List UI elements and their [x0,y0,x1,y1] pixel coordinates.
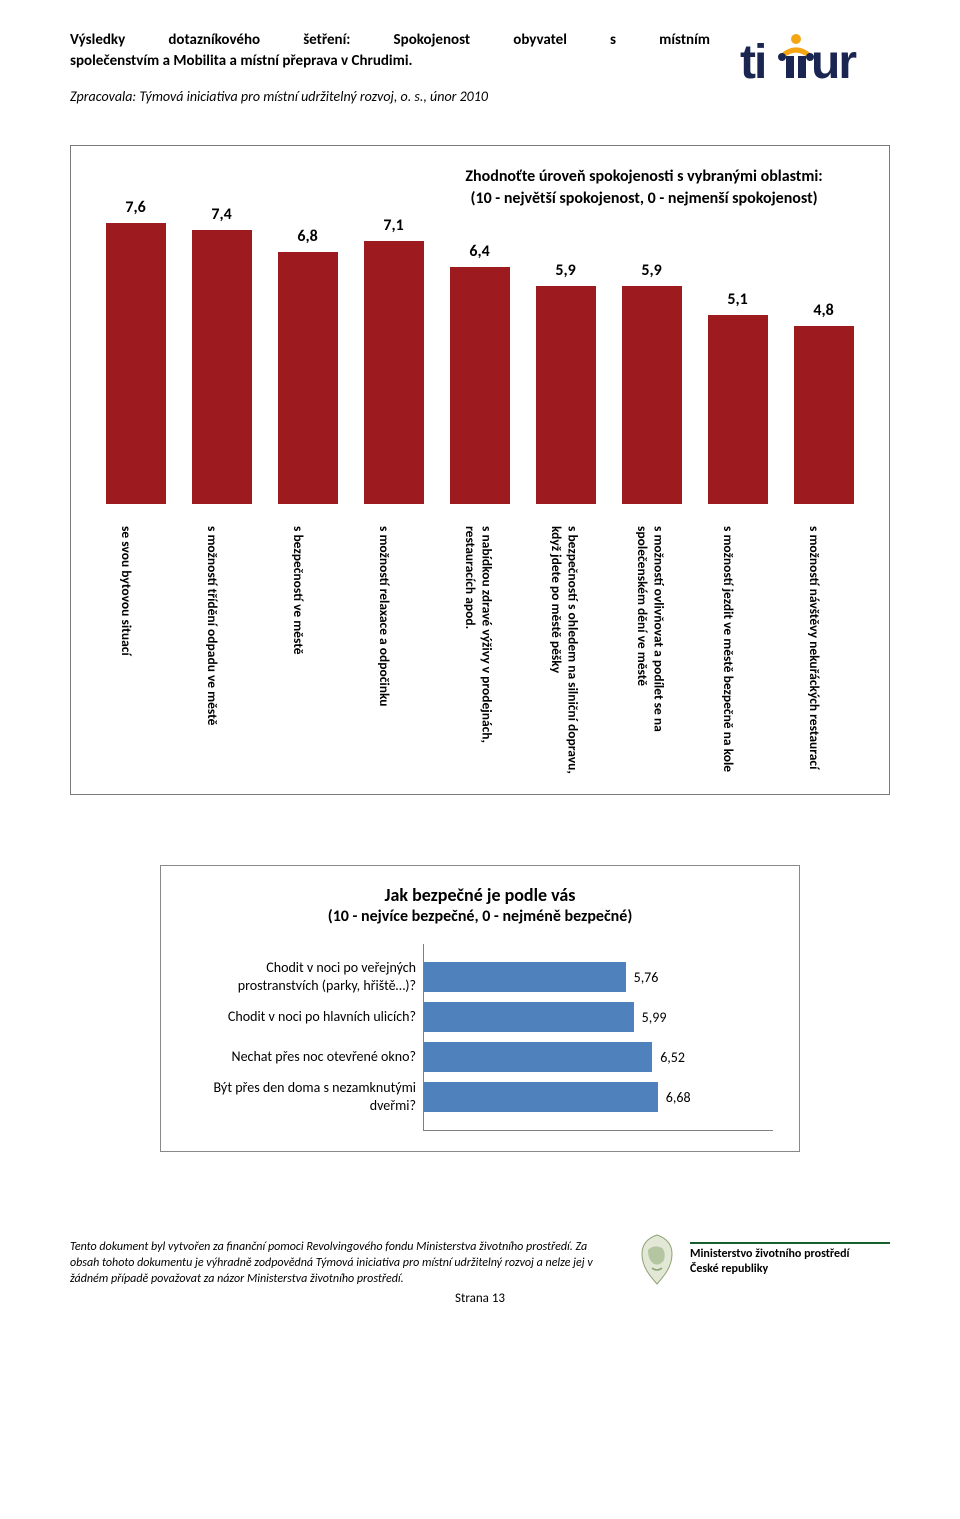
bar-value-label: 7,1 [356,216,431,235]
bar-category-label: s bezpečností ve městě [290,526,306,796]
timur-logo: ti ur [740,30,890,90]
hbar-row: Chodit v noci po veřejných prostranstvíc… [424,962,773,992]
chart2-plot-area: Chodit v noci po veřejných prostranstvíc… [423,944,773,1131]
bar-value-label: 7,4 [184,205,259,224]
bar-col: 7,6 [98,198,173,504]
bar-category-label: s možností relaxace a odpočinku [376,526,392,796]
bar-col: 7,1 [356,216,431,504]
bar-category-label: s možností třídění odpadu ve městě [204,526,220,796]
page-number: Strana 13 [70,1291,890,1306]
chart2-subtitle: (10 - nejvíce bezpečné, 0 - nejméně bezp… [173,907,787,926]
hbar-row: Být přes den doma s nezamknutými dveřmi?… [424,1082,773,1112]
footer-disclaimer: Tento dokument byl vytvořen za finanční … [70,1239,612,1288]
bar-value-label: 6,8 [270,227,345,246]
hbar-rect [424,1082,658,1112]
bar-rect [708,315,768,504]
svg-text:ti: ti [740,36,765,89]
bar-rect [622,286,682,504]
bar-value-label: 5,9 [528,261,603,280]
timur-logo-svg: ti ur [740,30,890,90]
bar-rect [536,286,596,504]
bar-value-label: 4,8 [786,301,861,320]
mzp-text: Ministerstvo životního prostředí České r… [690,1242,890,1278]
bar-col: 5,9 [528,261,603,504]
bar-rect [106,223,166,504]
chart-safety: Jak bezpečné je podle vás (10 - nejvíce … [160,865,800,1152]
bar-value-label: 5,1 [700,290,775,309]
bar-value-label: 6,4 [442,242,517,261]
mzp-line1: Ministerstvo životního prostředí [690,1247,890,1263]
bar-category-label: s nabídkou zdravé výživy v prodejnách, r… [462,526,494,796]
hbar-label: Chodit v noci po hlavních ulicích? [184,1008,424,1026]
bar-col: 5,9 [614,261,689,504]
svg-text:ur: ur [811,36,856,89]
header-subtitle: Zpracovala: Týmová iniciativa pro místní… [70,88,710,105]
bar-value-label: 5,9 [614,261,689,280]
bar-category-label: s možností jezdit ve městě bezpečně na k… [720,526,736,796]
bar-col: 6,4 [442,242,517,504]
chart-satisfaction-areas: Zhodnoťte úroveň spokojenosti s vybraným… [70,145,890,795]
bar-col: 6,8 [270,227,345,504]
bar-rect [794,326,854,504]
chart1-plot-area: 7,6se svou bytovou situací7,4s možností … [86,166,874,779]
hbar-label: Nechat přes noc otevřené okno? [184,1048,424,1066]
bar-rect [450,267,510,504]
bar-col: 5,1 [700,290,775,504]
hbar-row: Nechat přes noc otevřené okno?6,52 [424,1042,773,1072]
header-text-block: Výsledky dotazníkového šetření: Spokojen… [70,30,710,105]
bar-value-label: 7,6 [98,198,173,217]
header: Výsledky dotazníkového šetření: Spokojen… [70,30,890,105]
header-title-line2: společenstvím a Mobilita a místní přepra… [70,51,710,72]
hbar-value-label: 6,68 [658,1089,691,1106]
bar-rect [364,241,424,504]
bar-col: 4,8 [786,301,861,504]
hbar-rect [424,1002,634,1032]
bar-col: 7,4 [184,205,259,504]
hbar-label: Chodit v noci po veřejných prostranstvíc… [184,959,424,995]
hbar-rect [424,1042,652,1072]
bar-category-label: s bezpečností s ohledem na silniční dopr… [548,526,580,796]
header-title-line1: Výsledky dotazníkového šetření: Spokojen… [70,30,710,51]
bar-category-label: se svou bytovou situací [118,526,134,796]
hbar-value-label: 5,99 [634,1009,667,1026]
bar-rect [278,252,338,504]
mzp-line2: České republiky [690,1262,890,1278]
bar-category-label: s možností návštěvy nekuřáckých restaura… [806,526,822,796]
hbar-row: Chodit v noci po hlavních ulicích?5,99 [424,1002,773,1032]
lion-crest-icon [632,1232,682,1287]
hbar-label: Být přes den doma s nezamknutými dveřmi? [184,1079,424,1115]
bar-rect [192,230,252,504]
hbar-value-label: 6,52 [652,1049,685,1066]
footer: Tento dokument byl vytvořen za finanční … [70,1232,890,1287]
bar-category-label: s možností ovlivňovat a podílet se na sp… [634,526,666,796]
chart2-title: Jak bezpečné je podle vás [173,884,787,907]
hbar-rect [424,962,626,992]
footer-mzp-logo: Ministerstvo životního prostředí České r… [632,1232,890,1287]
hbar-value-label: 5,76 [626,969,659,986]
